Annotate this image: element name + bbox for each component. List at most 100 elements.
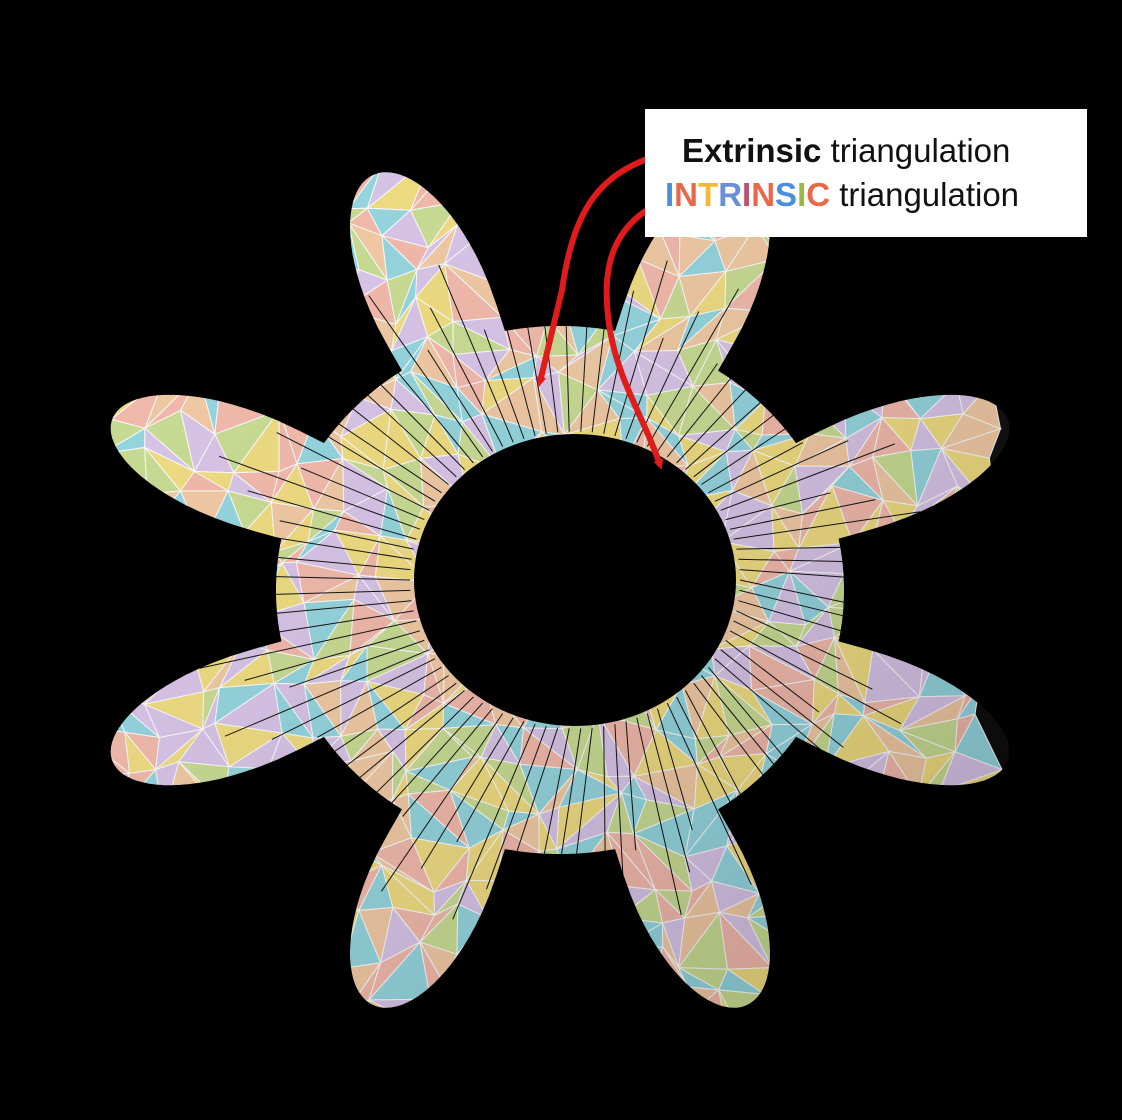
intrinsic-triangle [109, 913, 142, 965]
intrinsic-triangle [406, 1025, 450, 1073]
intrinsic-triangle [268, 792, 310, 834]
intrinsic-triangle [518, 946, 585, 996]
intrinsic-triangle [185, 171, 235, 210]
intrinsic-triangle [241, 531, 277, 586]
intrinsic-triangle [909, 964, 956, 1006]
intrinsic-triangle [529, 918, 570, 955]
intrinsic-triangle [810, 255, 845, 309]
intrinsic-triangle [456, 187, 490, 227]
intrinsic-triangle [234, 112, 281, 157]
intrinsic-triangle [348, 119, 388, 164]
intrinsic-triangle [54, 261, 83, 319]
intrinsic-triangle [788, 880, 849, 921]
intrinsic-triangle [226, 954, 271, 992]
intrinsic-triangle [433, 120, 465, 150]
intrinsic-triangle [123, 521, 159, 585]
intrinsic-triangle [236, 1021, 280, 1068]
intrinsic-triangle [497, 850, 541, 891]
intrinsic-triangle [52, 236, 74, 261]
intrinsic-triangle [335, 1042, 390, 1080]
intrinsic-triangle [797, 241, 826, 267]
intrinsic-triangle [268, 940, 309, 1002]
intrinsic-triangle [110, 255, 155, 311]
intrinsic-triangle [109, 186, 125, 239]
intrinsic-triangle [158, 171, 205, 189]
intrinsic-triangle [498, 981, 548, 1009]
intrinsic-triangle [113, 128, 150, 156]
intrinsic-triangle [45, 565, 93, 615]
intrinsic-triangle [675, 1027, 730, 1064]
intrinsic-triangle [109, 1007, 127, 1009]
legend-intrinsic-letter: N [674, 176, 699, 213]
intrinsic-triangle [616, 946, 664, 981]
intrinsic-triangle [29, 676, 75, 721]
intrinsic-triangle [109, 493, 153, 525]
intrinsic-triangle [109, 394, 124, 412]
intrinsic-triangle [675, 1027, 713, 1082]
intrinsic-triangle [953, 563, 981, 626]
intrinsic-triangle [109, 803, 115, 854]
intrinsic-triangle [269, 795, 319, 850]
intrinsic-triangle [420, 1025, 462, 1063]
intrinsic-triangle [307, 917, 343, 969]
intrinsic-triangle [539, 888, 570, 930]
intrinsic-triangle [279, 984, 319, 1009]
intrinsic-triangle [280, 126, 317, 162]
intrinsic-triangle [825, 833, 882, 882]
intrinsic-triangle [259, 1043, 309, 1069]
intrinsic-triangle [905, 238, 962, 286]
intrinsic-triangle [808, 301, 852, 341]
intrinsic-triangle [808, 983, 852, 1009]
intrinsic-triangle [518, 982, 585, 1009]
intrinsic-triangle [433, 129, 465, 155]
intrinsic-triangle [638, 1024, 674, 1078]
intrinsic-triangle [873, 810, 928, 836]
intrinsic-triangle [40, 384, 89, 413]
intrinsic-triangle [149, 315, 199, 362]
intrinsic-triangle [562, 993, 625, 1009]
intrinsic-triangle [197, 359, 220, 400]
intrinsic-triangle [501, 285, 550, 320]
intrinsic-triangle [910, 1003, 948, 1009]
intrinsic-triangle [233, 790, 272, 850]
intrinsic-triangle [797, 918, 848, 949]
intrinsic-triangle [279, 939, 319, 1001]
intrinsic-triangle [538, 849, 568, 891]
intrinsic-triangle [199, 957, 234, 991]
intrinsic-triangle [546, 1046, 580, 1075]
intrinsic-triangle [109, 410, 113, 455]
intrinsic-triangle [497, 981, 521, 1009]
intrinsic-triangle [109, 509, 154, 541]
intrinsic-triangle [617, 1024, 643, 1078]
intrinsic-triangle [233, 831, 272, 889]
intrinsic-triangle [27, 181, 82, 238]
intrinsic-triangle [151, 522, 204, 585]
intrinsic-triangle [291, 837, 341, 888]
arrow-intrinsic [603, 197, 667, 470]
intrinsic-triangle [227, 562, 283, 606]
intrinsic-triangle [109, 332, 166, 378]
intrinsic-triangle [156, 983, 203, 1009]
intrinsic-triangle [109, 774, 115, 819]
intrinsic-triangle [292, 332, 350, 380]
legend-intrinsic-letter: R [718, 176, 743, 213]
intrinsic-triangle [317, 985, 353, 1009]
intrinsic-triangle [141, 256, 196, 318]
intrinsic-triangle [47, 236, 64, 284]
intrinsic-triangle [203, 187, 246, 250]
intrinsic-triangle [872, 530, 914, 580]
intrinsic-triangle [771, 947, 811, 986]
intrinsic-triangle [200, 983, 237, 1009]
intrinsic-triangle [950, 855, 989, 871]
intrinsic-triangle [318, 207, 349, 226]
intrinsic-triangle [306, 1025, 351, 1067]
intrinsic-triangle [109, 694, 126, 733]
intrinsic-triangle [916, 300, 963, 354]
intrinsic-triangle [178, 1035, 236, 1078]
intrinsic-triangle [528, 946, 584, 996]
intrinsic-triangle [311, 885, 360, 920]
intrinsic-triangle [257, 275, 319, 326]
intrinsic-triangle [872, 796, 929, 833]
intrinsic-triangle [872, 299, 918, 347]
intrinsic-triangle [251, 831, 319, 882]
